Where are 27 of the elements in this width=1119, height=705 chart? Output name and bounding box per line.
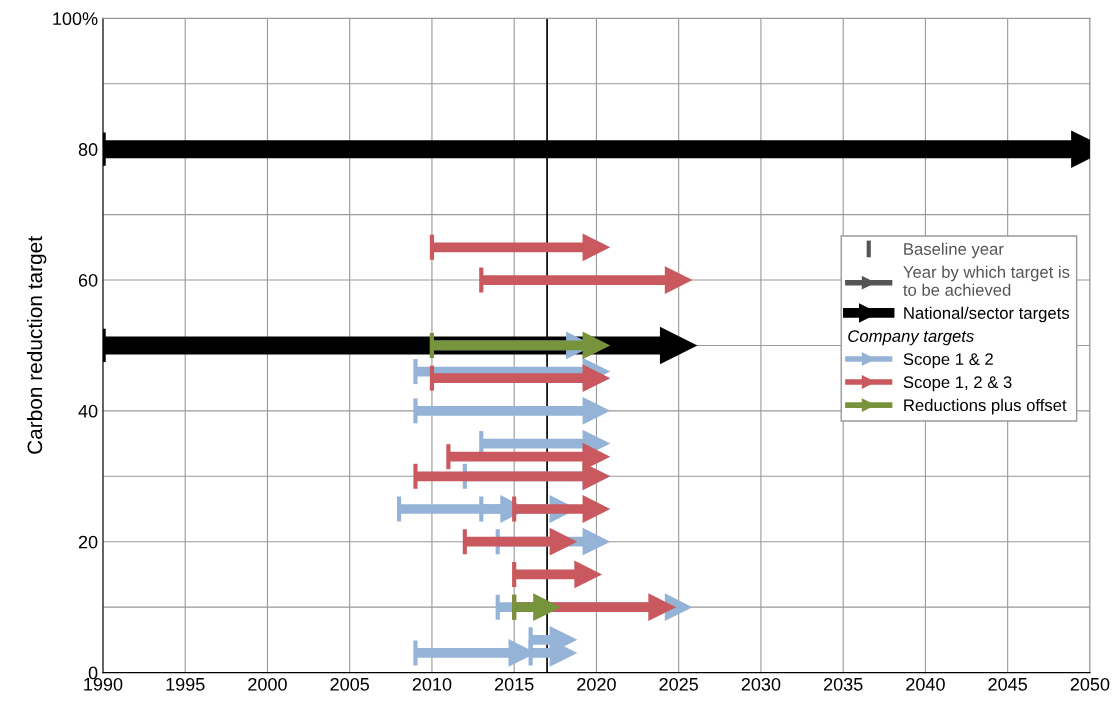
y-axis-title: Carbon reduction target [26,236,47,454]
x-tick-label: 2015 [495,677,534,691]
x-tick-label: 2025 [659,677,698,691]
annotation: Baseline year [904,242,1004,259]
x-tick-label: 2035 [823,677,863,691]
y-tick-label: 40 [78,404,98,418]
x-tick-label: 1995 [166,677,205,691]
x-tick-label: 2045 [988,677,1027,691]
annotation: Year by which target is to be achieved [903,265,1070,296]
y-tick-label: 60 [78,273,98,287]
y-tick-label: 0 [88,666,98,680]
legend-title: Company targets [848,330,974,346]
x-tick-label: 2020 [577,677,616,691]
x-tick-label: 2030 [741,677,781,691]
y-tick-label: 100% [53,12,98,26]
legend-label: Reductions plus offset [904,398,1067,415]
legend-label: National/sector targets [904,306,1070,323]
x-tick-label: 2010 [412,677,452,691]
legend-label: Scope 1, 2 & 3 [903,376,1012,392]
x-tick-label: 2040 [906,677,945,691]
x-tick-label: 2050 [1070,677,1110,691]
y-tick-label: 80 [78,143,98,156]
y-tick-label: 20 [78,535,98,549]
x-tick-label: 2000 [248,677,287,691]
x-tick-label: 2005 [330,677,370,691]
legend-label: Scope 1 & 2 [903,353,993,369]
x-tick-label: 1990 [84,677,123,691]
